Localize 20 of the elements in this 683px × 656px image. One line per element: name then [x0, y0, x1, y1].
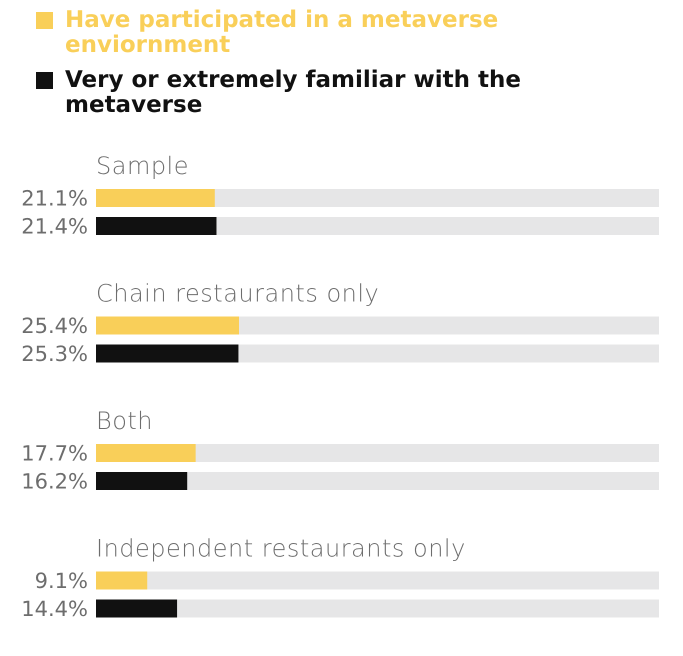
y-tick-label: Both [96, 406, 154, 435]
bar [96, 572, 148, 590]
bar [96, 217, 216, 235]
y-tick-label: Independent restaurants only [96, 534, 466, 562]
y-tick-label: Chain restaurants only [96, 279, 380, 308]
data-label: 25.4% [21, 314, 88, 338]
data-label: 25.3% [21, 342, 88, 366]
data-label: 16.2% [21, 470, 88, 494]
legend-label: Very or extremely familiar with the metaverse [65, 67, 522, 118]
bar [96, 444, 196, 462]
bar [96, 600, 178, 618]
data-label: 9.1% [34, 569, 88, 594]
y-tick-label: Sample [96, 152, 189, 180]
bar [96, 189, 215, 207]
legend-label: Have participated in a metaverse enviornment [65, 7, 500, 58]
data-label: 21.1% [21, 186, 88, 211]
bar [96, 472, 188, 490]
data-label: 17.7% [21, 442, 88, 466]
data-label: 14.4% [21, 597, 88, 622]
data-label: 21.4% [21, 214, 88, 239]
